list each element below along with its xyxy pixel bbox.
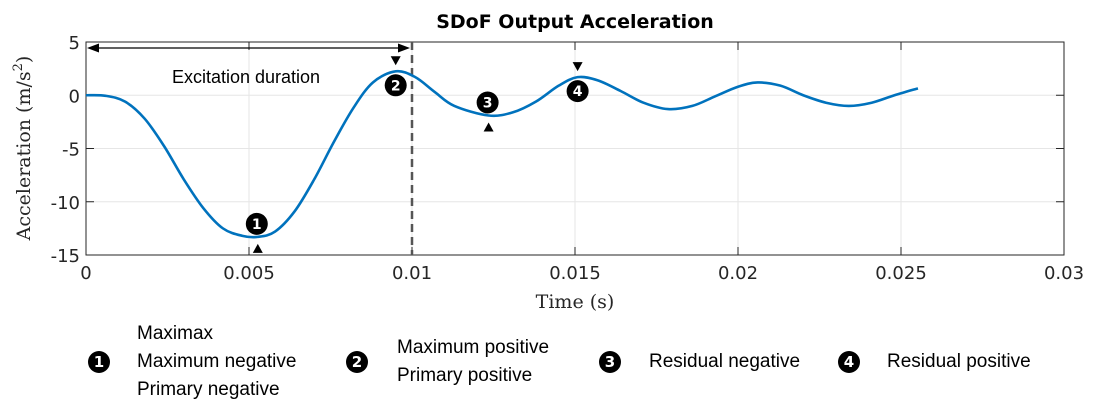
marker-4-icon: 4 bbox=[838, 351, 860, 373]
legend-text: Primary positive bbox=[397, 365, 533, 386]
y-axis-label-close: ) bbox=[13, 56, 35, 63]
arrowhead-right-icon bbox=[398, 43, 410, 53]
marker-number: 1 bbox=[252, 217, 262, 233]
x-tick-label: 0.02 bbox=[718, 263, 758, 284]
x-axis-label: Time (s) bbox=[536, 291, 615, 313]
series-line bbox=[85, 69, 919, 239]
y-tick-label: 0 bbox=[69, 86, 80, 107]
x-tick-label: 0 bbox=[80, 263, 91, 284]
legend-text: Residual positive bbox=[887, 351, 1031, 372]
y-tick-label: -15 bbox=[51, 246, 80, 267]
x-tick-label: 0.025 bbox=[875, 263, 927, 284]
chart-title: SDoF Output Acceleration bbox=[436, 11, 714, 33]
legend-item-2: 2 Maximum positive Primary positive bbox=[346, 334, 549, 390]
peak-marker-2: 2 bbox=[384, 56, 407, 97]
legend-text: Primary negative bbox=[137, 379, 280, 400]
y-tick-label: -5 bbox=[62, 140, 80, 161]
marker-circle-icon bbox=[566, 80, 589, 103]
legend-text: Residual negative bbox=[649, 351, 801, 372]
acceleration-chart: 0 0.005 0.01 0.015 0.02 0.025 0.03 50-5-10-15 … bbox=[11, 11, 1084, 313]
marker-arrow-icon bbox=[483, 122, 494, 132]
duration-arrow bbox=[87, 43, 410, 53]
marker-1-icon: 1 bbox=[88, 351, 110, 373]
legend-item-4: 4 Residual positive bbox=[838, 348, 1031, 376]
marker-circle-icon bbox=[384, 74, 407, 97]
x-ticks: 0 0.005 0.01 0.015 0.02 0.025 0.03 bbox=[80, 42, 1084, 284]
marker-arrow-icon bbox=[390, 56, 401, 66]
arrowhead-left-icon bbox=[87, 43, 99, 53]
y-tick-label: 5 bbox=[69, 33, 80, 54]
marker-number: 3 bbox=[483, 95, 493, 111]
peak-markers: 1 2 3 4 bbox=[245, 56, 589, 253]
marker-legend: 1 Maximax Maximum negative Primary negat… bbox=[0, 318, 1098, 415]
legend-text: Maximum positive bbox=[397, 337, 550, 358]
excitation-duration-label: Excitation duration bbox=[172, 67, 320, 87]
legend-text: Maximum negative bbox=[137, 351, 297, 372]
y-axis-label: Acceleration (m/s2) bbox=[11, 56, 35, 242]
marker-2-icon: 2 bbox=[346, 351, 368, 373]
peak-marker-4: 4 bbox=[566, 62, 589, 103]
marker-3-icon: 3 bbox=[599, 351, 621, 373]
marker-arrow-icon bbox=[252, 243, 263, 253]
x-tick-label: 0.015 bbox=[549, 263, 601, 284]
y-axis-label-main: Acceleration (m/s bbox=[13, 71, 35, 241]
y-ticks: 5 0 -5 -10 -15 bbox=[51, 33, 1064, 267]
marker-circle-icon bbox=[476, 91, 499, 114]
x-tick-label: 0.03 bbox=[1044, 263, 1084, 284]
marker-number: 4 bbox=[573, 84, 583, 100]
marker-number: 2 bbox=[391, 78, 401, 94]
y-axis-label-sup: 2 bbox=[11, 63, 26, 71]
marker-circle-icon bbox=[245, 212, 268, 235]
peak-marker-1: 1 bbox=[245, 212, 268, 253]
y-tick-label: -10 bbox=[51, 193, 80, 214]
legend-item-1: 1 Maximax Maximum negative Primary negat… bbox=[88, 320, 296, 404]
legend-item-3: 3 Residual negative bbox=[599, 348, 800, 376]
legend-text: Maximax bbox=[137, 323, 214, 344]
marker-arrow-icon bbox=[572, 62, 583, 72]
x-tick-label: 0.01 bbox=[392, 263, 432, 284]
peak-marker-3: 3 bbox=[476, 91, 499, 132]
x-tick-label: 0.005 bbox=[223, 263, 275, 284]
